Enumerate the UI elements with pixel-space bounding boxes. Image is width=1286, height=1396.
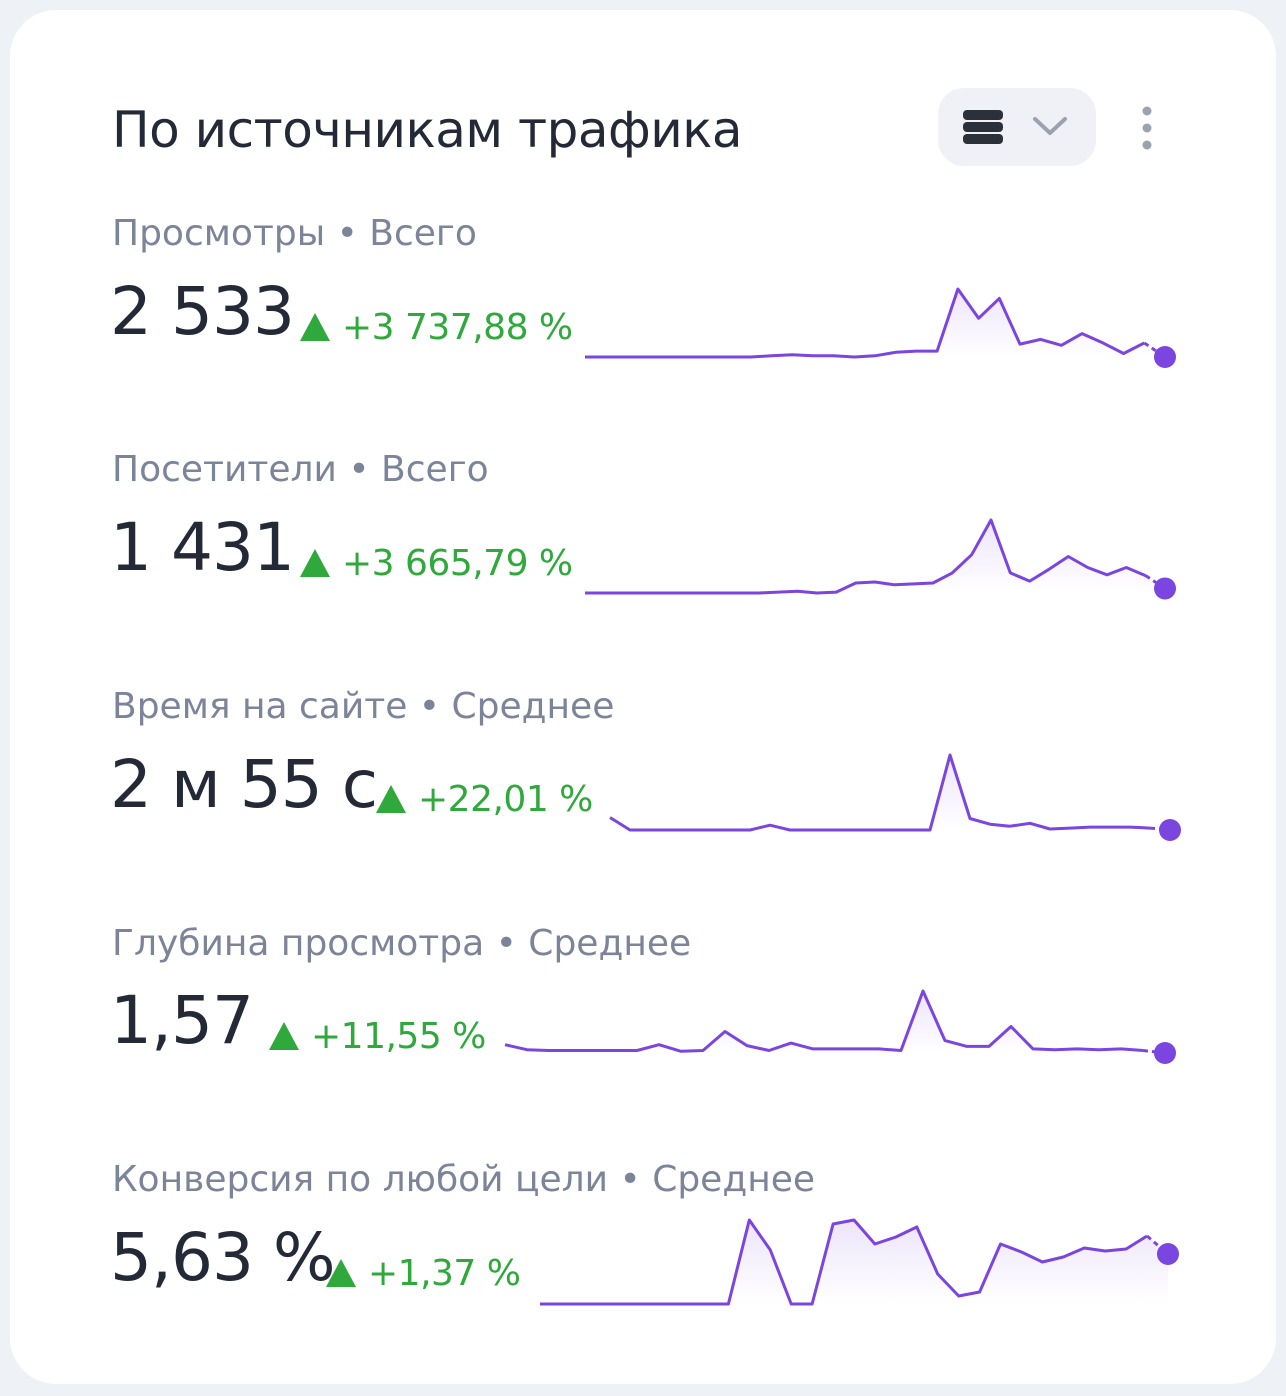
metric-delta: +11,55 %: [269, 1015, 486, 1059]
metric-delta: +3 665,79 %: [300, 542, 573, 586]
metric-value: 5,63 %: [110, 1219, 336, 1296]
sparkline-area: [585, 520, 1165, 593]
metric-delta: +1,37 %: [326, 1252, 521, 1296]
sparkline-end-point: [1154, 577, 1176, 600]
sparkline-area: [585, 289, 1165, 357]
metric-label: Посетители • Всего: [112, 449, 489, 490]
sparkline-end-point: [1157, 1243, 1179, 1265]
metric-label: Конверсия по любой цели • Среднее: [112, 1159, 816, 1200]
stack-icon: [963, 110, 1003, 144]
sparkline-line: [585, 518, 1147, 595]
sparkline-area: [505, 991, 1165, 1053]
chevron-down-icon: [1033, 117, 1067, 135]
metric-delta-value: +3 737,88 %: [342, 307, 573, 348]
metric-value: 1 431: [110, 509, 295, 586]
metric-value: 2 533: [110, 273, 295, 350]
metric-delta-value: +3 665,79 %: [342, 543, 573, 584]
metric-label: Просмотры • Всего: [112, 213, 477, 254]
more-options-button[interactable]: [1132, 104, 1162, 152]
view-mode-dropdown-graphic: [963, 110, 1067, 144]
arrow-up-icon: [300, 313, 330, 341]
arrow-up-icon: [269, 1022, 299, 1050]
metric-delta-value: +22,01 %: [418, 779, 593, 820]
arrow-up-icon: [376, 785, 406, 813]
metric-delta-value: +1,37 %: [368, 1253, 521, 1294]
sparkline-line: [609, 753, 1151, 832]
view-mode-dropdown[interactable]: [938, 88, 1096, 166]
metric-value: 1,57: [110, 982, 254, 1059]
sparkline-area: [540, 1220, 1168, 1304]
sparkline-end-point: [1159, 819, 1181, 841]
sparkline-line: [504, 989, 1144, 1053]
metric-value: 2 м 55 с: [110, 746, 378, 823]
metric-label: Глубина просмотра • Среднее: [112, 923, 692, 964]
arrow-up-icon: [326, 1259, 356, 1287]
arrow-up-icon: [300, 549, 330, 577]
sparkline-tail: [1146, 1234, 1169, 1256]
sparkline-area: [610, 755, 1170, 830]
sparkline-line: [585, 287, 1145, 359]
traffic-sources-card: По источникам трафика Просмотры • Всего …: [10, 10, 1276, 1384]
sparkline-line: [540, 1218, 1148, 1306]
metric-delta: +3 737,88 %: [300, 306, 573, 350]
metric-label: Время на сайте • Среднее: [112, 686, 615, 727]
sparklines: [504, 287, 1181, 1306]
metric-delta-value: +11,55 %: [311, 1016, 486, 1057]
sparkline-end-point: [1154, 346, 1176, 368]
card-title: По источникам трафика: [112, 101, 743, 159]
sparkline-end-point: [1154, 1042, 1176, 1064]
more-vertical-icon: [1142, 106, 1152, 150]
metric-delta: +22,01 %: [376, 778, 593, 822]
